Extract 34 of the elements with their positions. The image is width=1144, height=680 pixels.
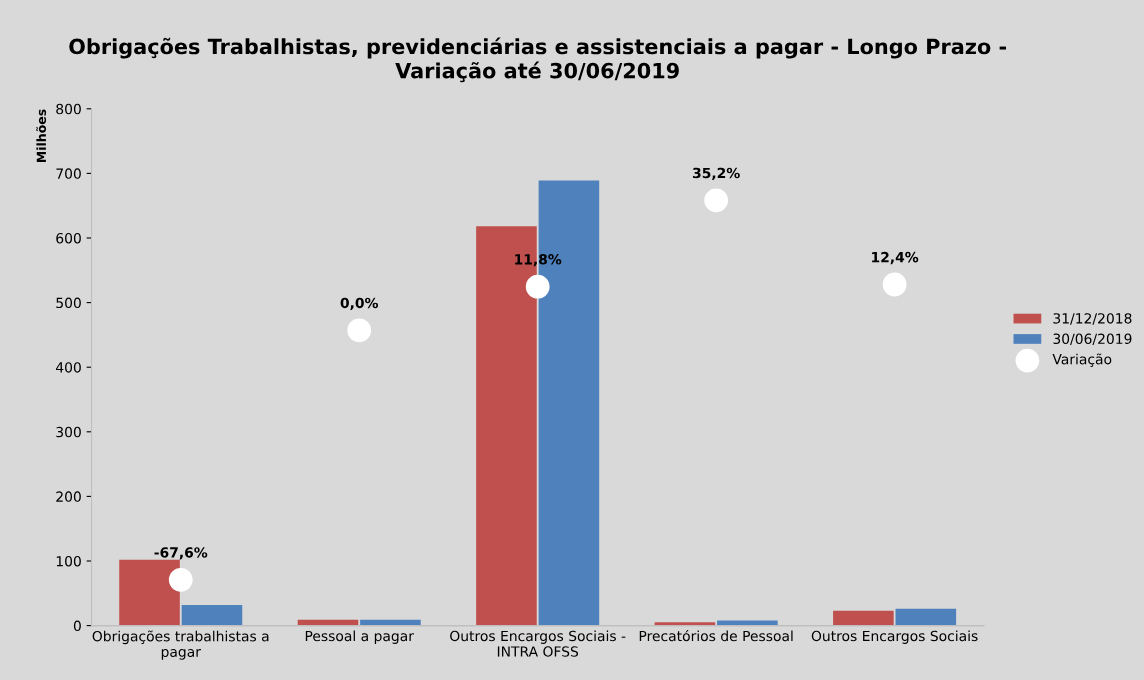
y-tick-label: 0: [73, 620, 81, 632]
x-tick-label: Precatórios de Pessoal: [639, 629, 793, 642]
data-label: -67,6%: [154, 547, 208, 560]
point: [882, 272, 907, 297]
bar: [833, 610, 894, 626]
y-tick-label: 600: [56, 232, 81, 244]
point: [168, 567, 193, 592]
y-tick-label: 800: [56, 103, 81, 115]
bar: [181, 604, 243, 626]
data-label: 0,0%: [340, 297, 379, 310]
x-tick-label: Outros Encargos Sociais: [811, 630, 978, 644]
y-tick-label: 700: [56, 168, 81, 179]
y-tick-label: 300: [56, 426, 81, 438]
bar: [717, 620, 778, 626]
legend-label: 30/06/2019: [1053, 333, 1132, 346]
y-tick-label: 100: [56, 555, 81, 567]
data-label: 35,2%: [692, 167, 740, 180]
x-tick-label: Pessoal a pagar: [305, 630, 414, 644]
point: [525, 274, 550, 299]
bar: [119, 559, 180, 626]
y-tick-label: 500: [56, 297, 81, 309]
x-tick-label: Outros Encargos Sociais - INTRA OFSS: [450, 630, 626, 657]
bar: [895, 608, 957, 626]
x-tick-label: Obrigações trabalhistas a pagar: [92, 630, 269, 660]
point: [347, 318, 372, 343]
legend-label: 31/12/2018: [1053, 313, 1132, 325]
chart-title: Obrigações Trabalhistas, previdenciárias e assistenciais a pagar - Longo Prazo - Variação até 30/06/2019: [69, 37, 1007, 83]
y-tick-label: 200: [56, 491, 81, 502]
y-axis-title: Milhões: [36, 109, 47, 163]
point: [704, 188, 729, 213]
bar: [654, 622, 716, 626]
data-label: 12,4%: [872, 251, 919, 265]
y-tick-label: 400: [55, 362, 81, 373]
legend-label: Variação: [1052, 353, 1112, 367]
